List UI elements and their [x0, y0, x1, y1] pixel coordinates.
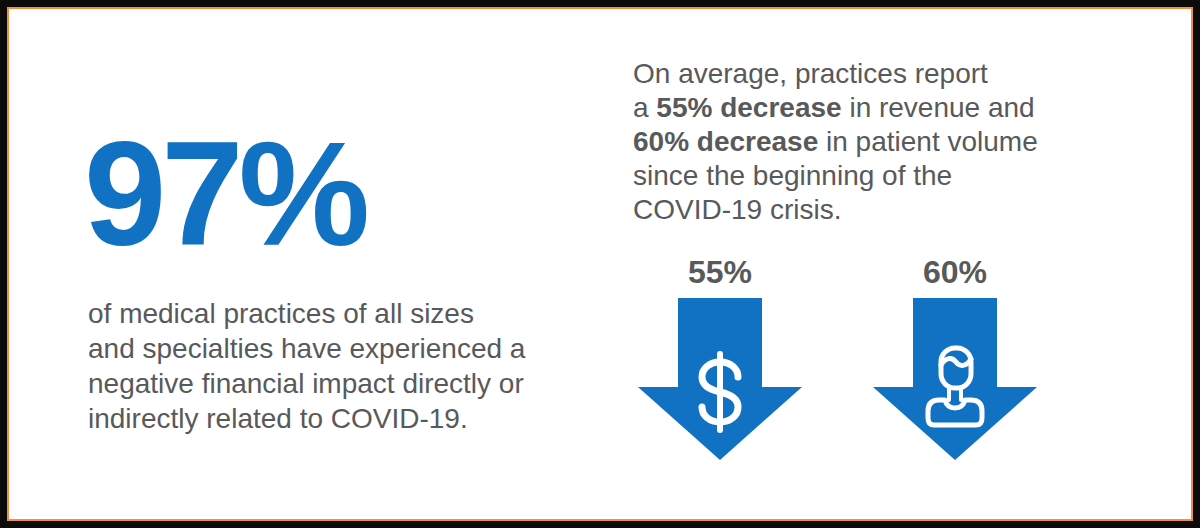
border-accent-line	[7, 7, 1193, 521]
infographic-canvas: 97% of medical practices of all sizesand…	[0, 0, 1200, 528]
